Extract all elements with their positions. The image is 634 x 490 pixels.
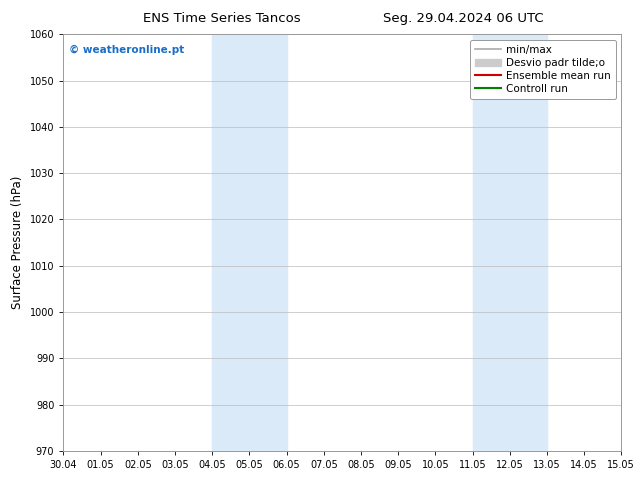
Text: © weatheronline.pt: © weatheronline.pt [69,45,184,55]
Y-axis label: Surface Pressure (hPa): Surface Pressure (hPa) [11,176,24,309]
Text: Seg. 29.04.2024 06 UTC: Seg. 29.04.2024 06 UTC [382,12,543,25]
Bar [212,34,287,451]
Legend: min/max, Desvio padr tilde;o, Ensemble mean run, Controll run: min/max, Desvio padr tilde;o, Ensemble m… [470,40,616,99]
Text: ENS Time Series Tancos: ENS Time Series Tancos [143,12,301,25]
Bar [472,34,547,451]
